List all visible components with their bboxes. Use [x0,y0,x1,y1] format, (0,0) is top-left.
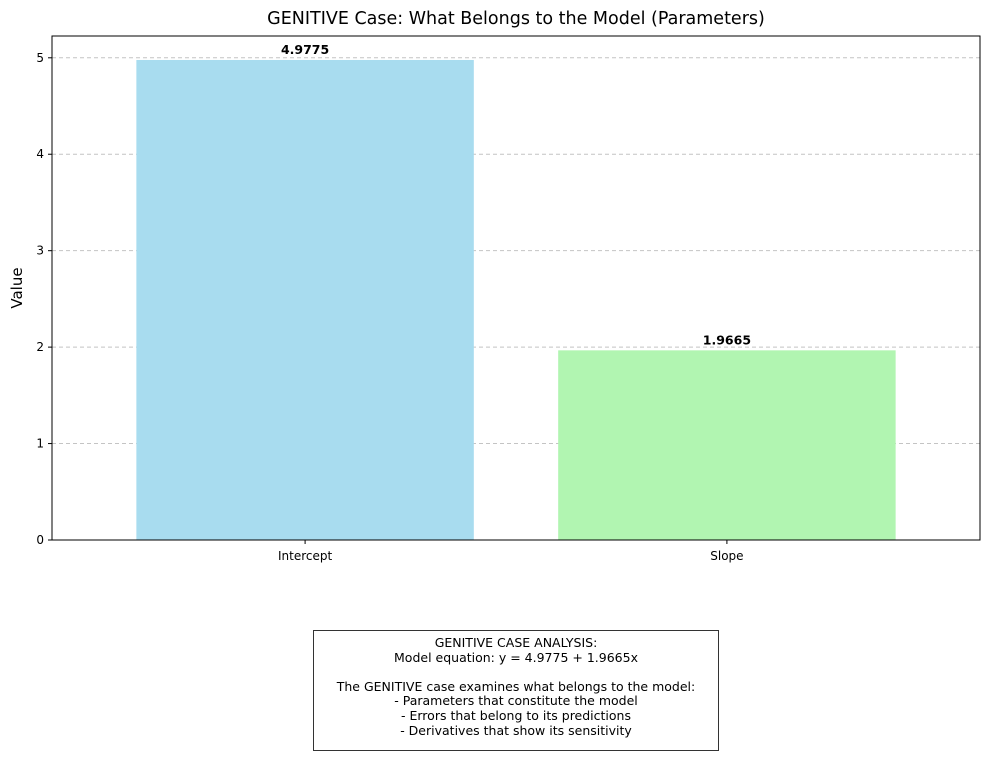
x-tick-label: Slope [710,549,743,563]
y-tick-label: 0 [36,533,44,547]
y-tick-label: 3 [36,244,44,258]
y-tick-label: 2 [36,340,44,354]
y-tick-label: 1 [36,437,44,451]
info-line: - Derivatives that show its sensitivity [400,722,632,738]
y-axis: 0 1 2 3 4 5 [36,51,52,547]
y-tick-label: 4 [36,147,44,161]
bar-value-label: 4.9775 [281,42,329,57]
info-line [318,665,714,680]
bars [136,59,896,541]
y-axis-label: Value [8,267,26,308]
bar-slope [558,350,896,540]
bar-value-labels: 4.9775 1.9665 [281,42,751,347]
y-tick-label: 5 [36,51,44,65]
x-tick-label: Intercept [278,549,333,563]
analysis-text-box: GENITIVE CASE ANALYSIS: Model equation: … [313,630,719,751]
plot-frame [51,35,981,541]
chart-title: GENITIVE Case: What Belongs to the Model… [267,9,765,29]
bar-value-label: 1.9665 [703,332,751,347]
info-line: Model equation: y = 4.9775 + 1.9665x [394,649,638,665]
bar-intercept [136,59,474,541]
info-line: - Parameters that constitute the model [394,693,638,709]
info-line: The GENITIVE case examines what belongs … [336,678,696,694]
info-line: - Errors that belong to its predictions [401,707,631,723]
info-line: GENITIVE CASE ANALYSIS: [434,635,598,650]
x-axis: Intercept Slope [278,540,744,563]
bar-chart: GENITIVE Case: What Belongs to the Model… [8,9,981,563]
